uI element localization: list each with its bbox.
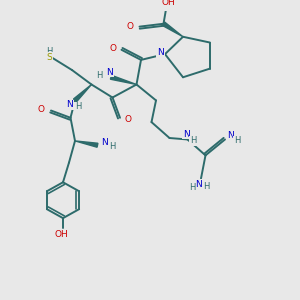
Text: H: H — [109, 142, 115, 151]
Text: N: N — [157, 48, 164, 57]
Text: H: H — [234, 136, 240, 146]
Text: OH: OH — [55, 230, 68, 238]
Polygon shape — [162, 22, 183, 37]
Polygon shape — [74, 85, 92, 102]
Text: N: N — [101, 138, 107, 147]
Text: S: S — [46, 52, 52, 62]
Text: H: H — [190, 136, 196, 146]
Text: N: N — [66, 100, 73, 109]
Text: O: O — [125, 115, 132, 124]
Text: O: O — [109, 44, 116, 53]
Text: N: N — [106, 68, 113, 76]
Text: H: H — [75, 102, 81, 111]
Text: H: H — [203, 182, 210, 191]
Text: H: H — [96, 71, 103, 80]
Text: H: H — [189, 183, 195, 192]
Polygon shape — [110, 75, 136, 85]
Text: N: N — [227, 131, 234, 140]
Text: O: O — [127, 22, 134, 31]
Text: H: H — [46, 47, 53, 56]
Polygon shape — [75, 141, 98, 147]
Text: O: O — [38, 105, 44, 114]
Text: N: N — [195, 180, 201, 189]
Text: N: N — [183, 130, 189, 139]
Text: OH: OH — [161, 0, 175, 8]
